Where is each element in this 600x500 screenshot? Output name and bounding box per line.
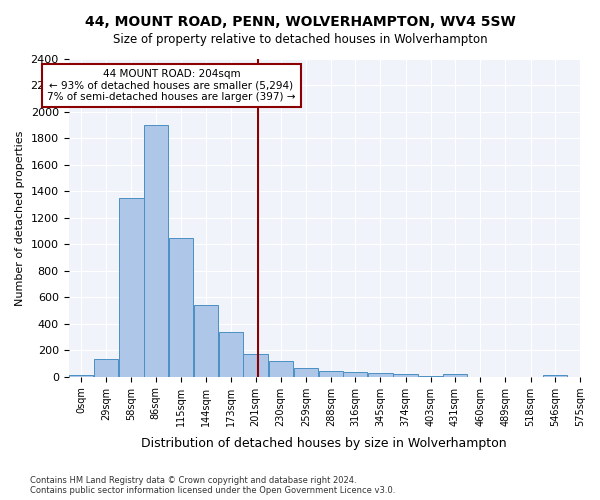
Text: Size of property relative to detached houses in Wolverhampton: Size of property relative to detached ho… xyxy=(113,32,487,46)
Bar xyxy=(443,374,467,376)
Bar xyxy=(119,198,143,376)
Y-axis label: Number of detached properties: Number of detached properties xyxy=(15,130,25,306)
Text: 44, MOUNT ROAD, PENN, WOLVERHAMPTON, WV4 5SW: 44, MOUNT ROAD, PENN, WOLVERHAMPTON, WV4… xyxy=(85,15,515,29)
Bar xyxy=(394,374,418,376)
Text: 44 MOUNT ROAD: 204sqm
← 93% of detached houses are smaller (5,294)
7% of semi-de: 44 MOUNT ROAD: 204sqm ← 93% of detached … xyxy=(47,69,296,102)
Bar xyxy=(194,305,218,376)
Bar xyxy=(219,332,244,376)
Bar xyxy=(143,125,168,376)
Bar xyxy=(343,372,367,376)
Bar xyxy=(293,368,318,376)
Bar xyxy=(69,374,93,376)
Bar xyxy=(169,238,193,376)
Bar xyxy=(269,362,293,376)
X-axis label: Distribution of detached houses by size in Wolverhampton: Distribution of detached houses by size … xyxy=(142,437,507,450)
Bar xyxy=(368,372,392,376)
Bar xyxy=(94,360,118,376)
Bar xyxy=(244,354,268,376)
Bar xyxy=(542,374,567,376)
Text: Contains HM Land Registry data © Crown copyright and database right 2024.
Contai: Contains HM Land Registry data © Crown c… xyxy=(30,476,395,495)
Bar xyxy=(319,370,343,376)
